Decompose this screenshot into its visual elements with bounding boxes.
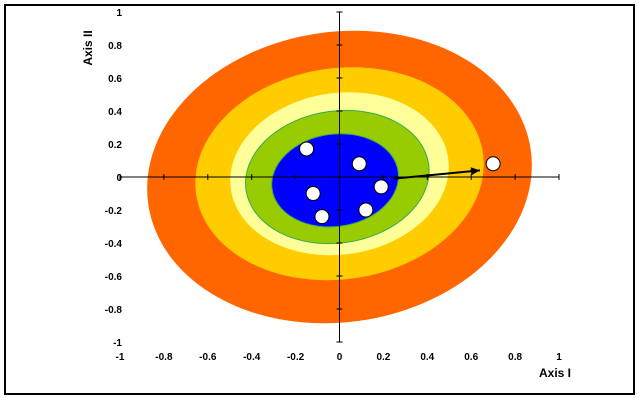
arrow-head: [470, 167, 480, 176]
y-tick-label: -0.2: [105, 206, 123, 217]
data-point: [373, 179, 389, 195]
data-points: [299, 141, 501, 225]
x-tick-label: -0.6: [199, 352, 217, 363]
data-point: [305, 186, 321, 201]
x-tick-labels: -1 -0.8 -0.6 -0.4 -0.2 0 0.2 0.4 0.6 0.8 1: [116, 352, 563, 363]
y-tick-label: 0.8: [108, 41, 122, 52]
data-point: [351, 156, 367, 172]
y-tick-label: 1: [116, 8, 122, 19]
y-tick-labels: -1 -0.8 -0.6 -0.4 -0.2 0 0.2 0.4 0.6 0.8 1: [105, 8, 123, 349]
x-tick-label: -0.8: [155, 352, 173, 363]
data-point: [314, 209, 330, 225]
data-point: [485, 156, 501, 172]
y-tick-label: -0.6: [105, 272, 123, 283]
scatter-plot: -1 -0.8 -0.6 -0.4 -0.2 0 0.2 0.4 0.6 0.8 1 -1-0.8-…: [81, 8, 571, 380]
x-axis-title: Axis I: [539, 366, 571, 380]
y-axis-title: Axis II: [81, 30, 95, 65]
x-tick-label: -0.4: [243, 352, 261, 363]
x-tick-label: 0.4: [420, 352, 434, 363]
x-tick-label: 0.6: [464, 352, 478, 363]
y-tick-label: 0.2: [108, 140, 122, 151]
y-tick-label: -0.8: [105, 305, 123, 316]
x-tick-label: -0.2: [287, 352, 305, 363]
chart-frame: -1 -0.8 -0.6 -0.4 -0.2 0 0.2 0.4 0.6 0.8 1 -1 -0.8-…: [4, 4, 635, 395]
x-tick-label: 0: [337, 352, 343, 363]
x-tick-label: -1: [116, 352, 125, 363]
displacement-arrow: [394, 167, 481, 180]
data-point: [299, 141, 315, 157]
y-tick-label: -1: [113, 338, 122, 349]
axes: [119, 11, 560, 343]
y-tick-label: 0.4: [108, 107, 122, 118]
arrow-shaft: [394, 169, 481, 180]
x-tick-label: 0.8: [508, 352, 522, 363]
data-point: [358, 202, 374, 218]
y-tick-label: 0: [116, 173, 122, 184]
y-tick-label: 0.6: [108, 74, 122, 85]
x-tick-label: 1: [556, 352, 562, 363]
x-tick-label: 0.2: [376, 352, 390, 363]
y-tick-label: -0.4: [105, 239, 123, 250]
